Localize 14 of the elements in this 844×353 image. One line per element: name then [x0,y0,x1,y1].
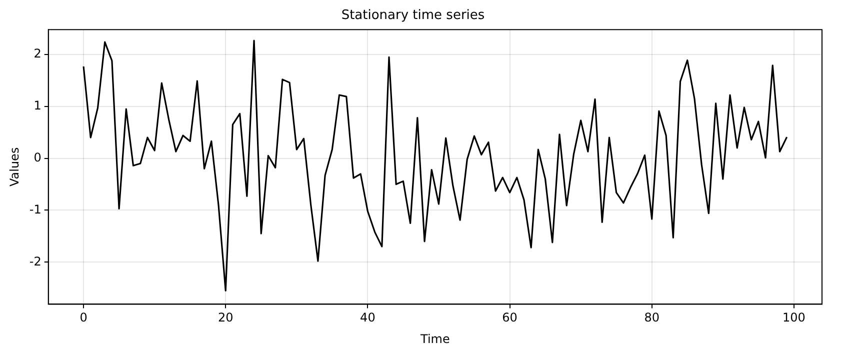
y-tick-label: -1 [29,202,42,216]
y-tick-label: 0 [34,150,42,164]
y-axis-title: Values [7,147,22,187]
y-tick-label: 1 [34,98,42,113]
x-tick-label: 40 [360,310,376,325]
x-tick-label: 0 [80,310,88,325]
y-tick-label: 2 [34,46,42,61]
x-tick-label: 80 [644,310,660,325]
x-tick-label: 100 [782,310,806,325]
y-tick-label: -2 [29,254,42,268]
x-axis-title: Time [419,332,450,346]
x-tick-label: 20 [218,310,234,325]
chart-title: Stationary time series [341,8,485,24]
x-tick-label: 60 [502,310,518,325]
